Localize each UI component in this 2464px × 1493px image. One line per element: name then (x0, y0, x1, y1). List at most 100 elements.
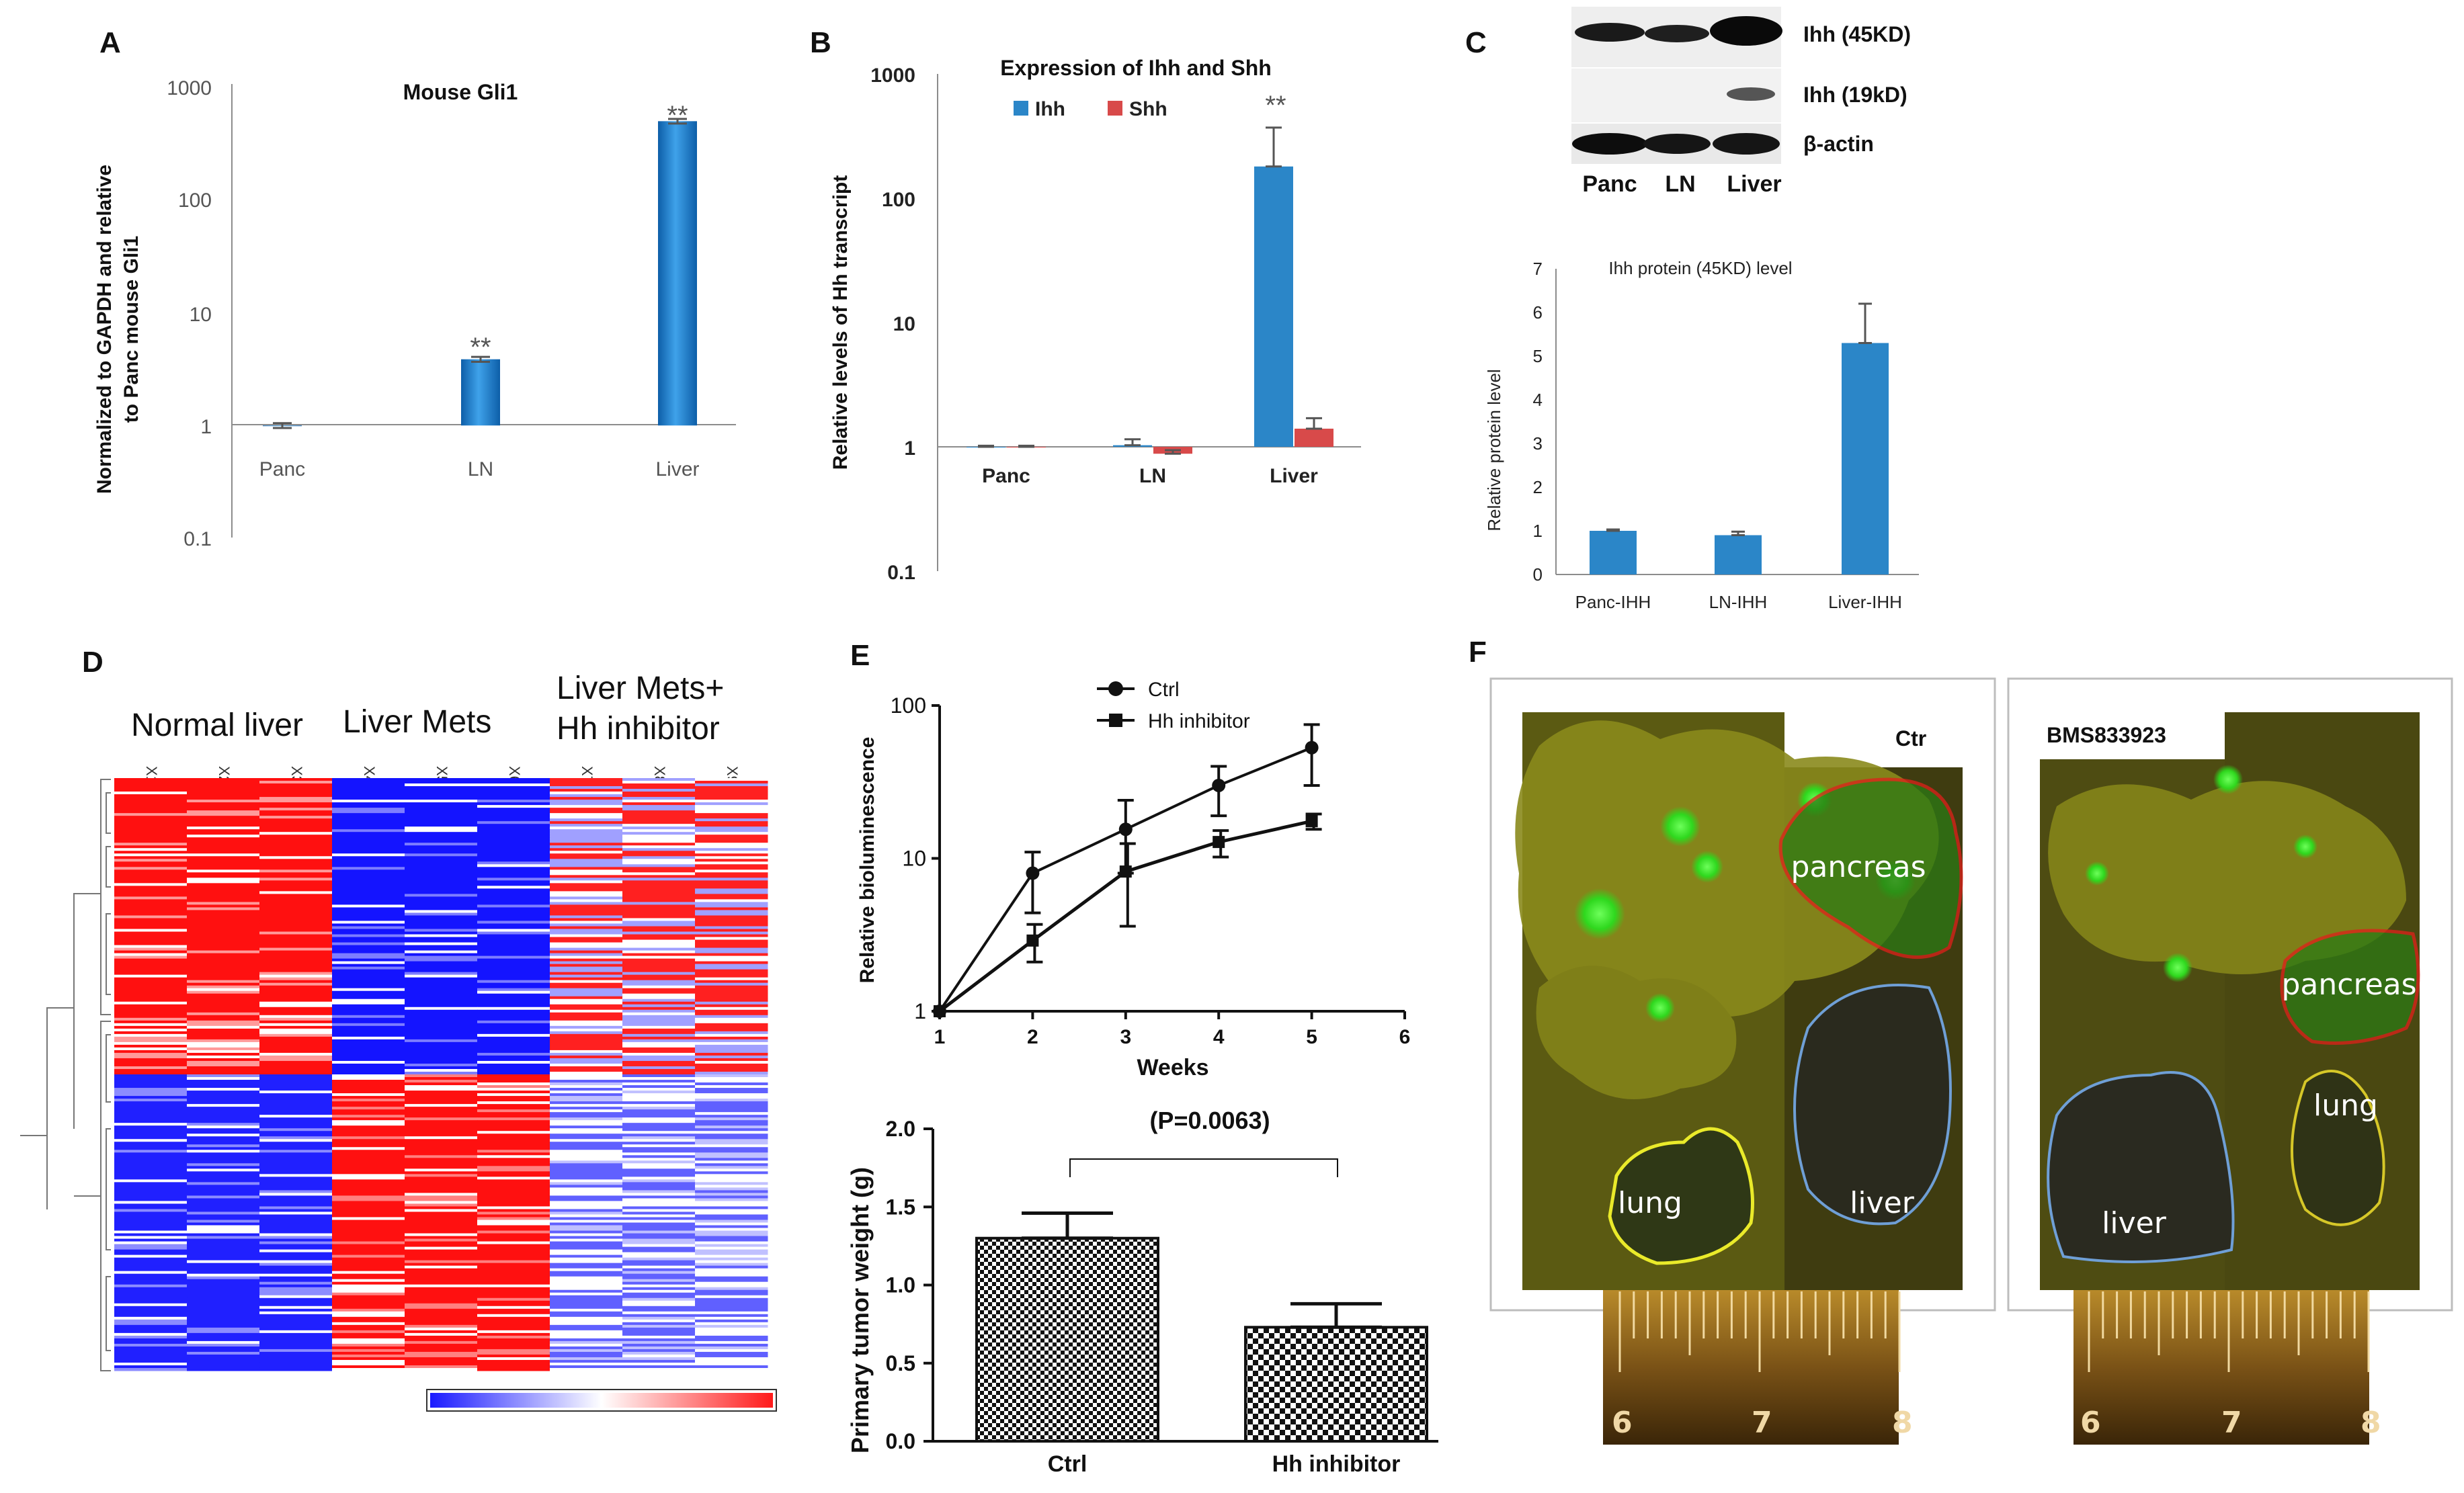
heatmap-cell (187, 1033, 260, 1037)
heatmap-cell (622, 1324, 696, 1328)
heatmap-cell (332, 1268, 405, 1272)
heatmap-cell (477, 1236, 550, 1240)
heatmap-cell (187, 921, 260, 924)
heatmap-cell (695, 1168, 768, 1172)
heatmap-cell (550, 1009, 623, 1013)
heatmap-cell (332, 1131, 405, 1134)
heatmap-cell (259, 1228, 333, 1232)
heatmap-cell (550, 902, 623, 905)
heatmap-cell (187, 996, 260, 1000)
heatmap-cell (332, 786, 405, 790)
chart-a-bar-liver (658, 121, 697, 426)
heatmap-cell (405, 1228, 478, 1232)
heatmap-cell (259, 1195, 333, 1199)
heatmap-cell (259, 1233, 333, 1237)
heatmap-cell (259, 1246, 333, 1250)
heatmap-cell (550, 1058, 623, 1062)
heatmap-cell (332, 1257, 405, 1261)
heatmap-cell (405, 1109, 478, 1113)
heatmap-cell (405, 915, 478, 919)
heatmap-cell (550, 1068, 623, 1072)
heatmap-cell (622, 1068, 696, 1072)
heatmap-cell (187, 1120, 260, 1123)
heatmap-cell (695, 1287, 768, 1291)
heatmap-cell (695, 1088, 768, 1091)
heatmap-cell (622, 848, 696, 851)
heatmap-cell (187, 1303, 260, 1307)
heatmap-cell (259, 1241, 333, 1245)
heatmap-cell (332, 1150, 405, 1153)
heatmap-cell (405, 869, 478, 873)
heatmap-cell (695, 869, 768, 873)
heatmap-cell (550, 1228, 623, 1232)
heatmap-cell (332, 1300, 405, 1304)
heatmap-cell (405, 1209, 478, 1212)
heatmap-cell (695, 1314, 768, 1318)
heatmap-cell (477, 1023, 550, 1027)
heatmap-cell (550, 1254, 623, 1259)
heatmap-cell (405, 1268, 478, 1272)
heatmap-cell (405, 934, 478, 938)
heatmap-cell (332, 1107, 405, 1110)
heatmap-cell (187, 1314, 260, 1318)
heatmap-cell (622, 1254, 696, 1259)
heatmap-cell (187, 1077, 260, 1080)
heatmap-cell (187, 794, 260, 798)
heatmap-cell (622, 1007, 696, 1011)
heatmap-cell (550, 945, 623, 949)
heatmap-cell (332, 1166, 405, 1169)
heatmap-cell (259, 1263, 333, 1267)
heatmap-cell (332, 899, 405, 902)
heatmap-cell (259, 826, 333, 830)
chart-b-error-shh-liver (1306, 417, 1322, 430)
heatmap-cell (550, 886, 623, 889)
heatmap-cell (332, 918, 405, 921)
heatmap-cell (259, 1182, 333, 1185)
chart-e-legend-hh: Hh inhibitor (1148, 710, 1250, 732)
heatmap-cell (550, 1060, 623, 1064)
heatmap-cell (114, 1303, 188, 1307)
heatmap-cell (477, 1233, 550, 1237)
heatmap-cell (332, 1367, 405, 1371)
heatmap-cell (114, 1249, 188, 1253)
heatmap-cell (622, 816, 696, 819)
heatmap-cell (405, 1289, 478, 1293)
heatmap-cell (259, 1085, 333, 1089)
heatmap-cell (405, 1020, 478, 1024)
heatmap-cell (332, 1225, 405, 1229)
heatmap-cell (550, 1233, 623, 1237)
heatmap-cell (259, 1362, 333, 1366)
heatmap-cell (114, 826, 188, 830)
heatmap-cell (332, 867, 405, 870)
heatmap-cell (187, 1020, 260, 1024)
heatmap-cell (114, 1150, 188, 1153)
heatmap-cell (695, 990, 768, 994)
heatmap-cell (332, 861, 405, 865)
heatmap-cell (695, 1134, 768, 1137)
heatmap-cell (259, 899, 333, 902)
heatmap-cell (332, 950, 405, 954)
heatmap-cell (622, 1142, 696, 1145)
heatmap-cell (477, 972, 550, 976)
heatmap-cell (187, 1134, 260, 1137)
heatmap-cell (259, 974, 333, 978)
photo-ctrl-title: Ctr (1895, 726, 1926, 751)
heatmap-cell (332, 1015, 405, 1019)
heatmap-cell (405, 878, 478, 881)
heatmap-cell (187, 864, 260, 867)
heatmap-cell (405, 1071, 478, 1075)
heatmap-cell (550, 1193, 623, 1196)
heatmap-cell (695, 1015, 768, 1019)
heatmap-cell (550, 1096, 623, 1099)
heatmap-cell (622, 1123, 696, 1126)
heatmap-cell (622, 1147, 696, 1150)
photo-treated-ruler-6: 6 (2080, 1406, 2101, 1440)
heatmap-cell (405, 1025, 478, 1029)
heatmap-cell (187, 1271, 260, 1275)
heatmap-cell (259, 1101, 333, 1105)
heatmap-cell (477, 1220, 550, 1223)
chart-c-ytick-6: 6 (1533, 302, 1543, 323)
heatmap-cell (187, 1367, 260, 1371)
heatmap-cell (187, 1201, 260, 1204)
heatmap-cell (622, 786, 696, 790)
